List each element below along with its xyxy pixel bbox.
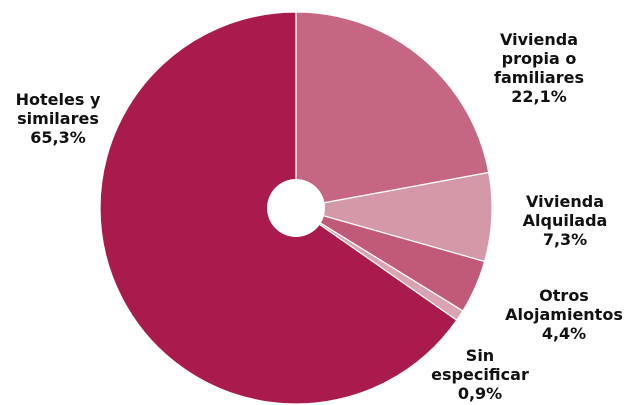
slice-value-label: 65,3% [30, 128, 86, 147]
slice-value-label: 7,3% [542, 230, 588, 249]
slice-label-line: Hoteles y [15, 90, 101, 109]
pie-center-hole [267, 179, 325, 237]
slice-label-otros-alojamientos: Otros Alojamientos 4,4% [494, 286, 634, 343]
pie-slice-0 [295, 11, 490, 209]
slice-label-vivienda-propia: Vivienda propia o familiares 22,1% [479, 30, 599, 106]
slice-label-hoteles: Hoteles y similares 65,3% [0, 90, 116, 147]
slice-value-label: 0,9% [457, 384, 503, 403]
slice-label-line: Otros [539, 286, 589, 305]
slice-label-line: Alquilada [522, 211, 608, 230]
slice-label-line: familiares [494, 68, 584, 87]
slice-label-line: especificar [431, 365, 529, 384]
slice-label-line: propia o [501, 49, 577, 68]
slice-label-sin-especificar: Sin especificar 0,9% [419, 346, 541, 403]
slice-label-line: Vivienda [500, 30, 578, 49]
slice-label-vivienda-alquilada: Vivienda Alquilada 7,3% [505, 192, 625, 249]
slice-label-line: Sin [465, 346, 495, 365]
slice-label-line: Vivienda [526, 192, 604, 211]
slice-value-label: 4,4% [541, 324, 587, 343]
slice-value-label: 22,1% [511, 87, 567, 106]
slice-label-line: Alojamientos [505, 305, 623, 324]
slice-label-line: similares [17, 109, 99, 128]
